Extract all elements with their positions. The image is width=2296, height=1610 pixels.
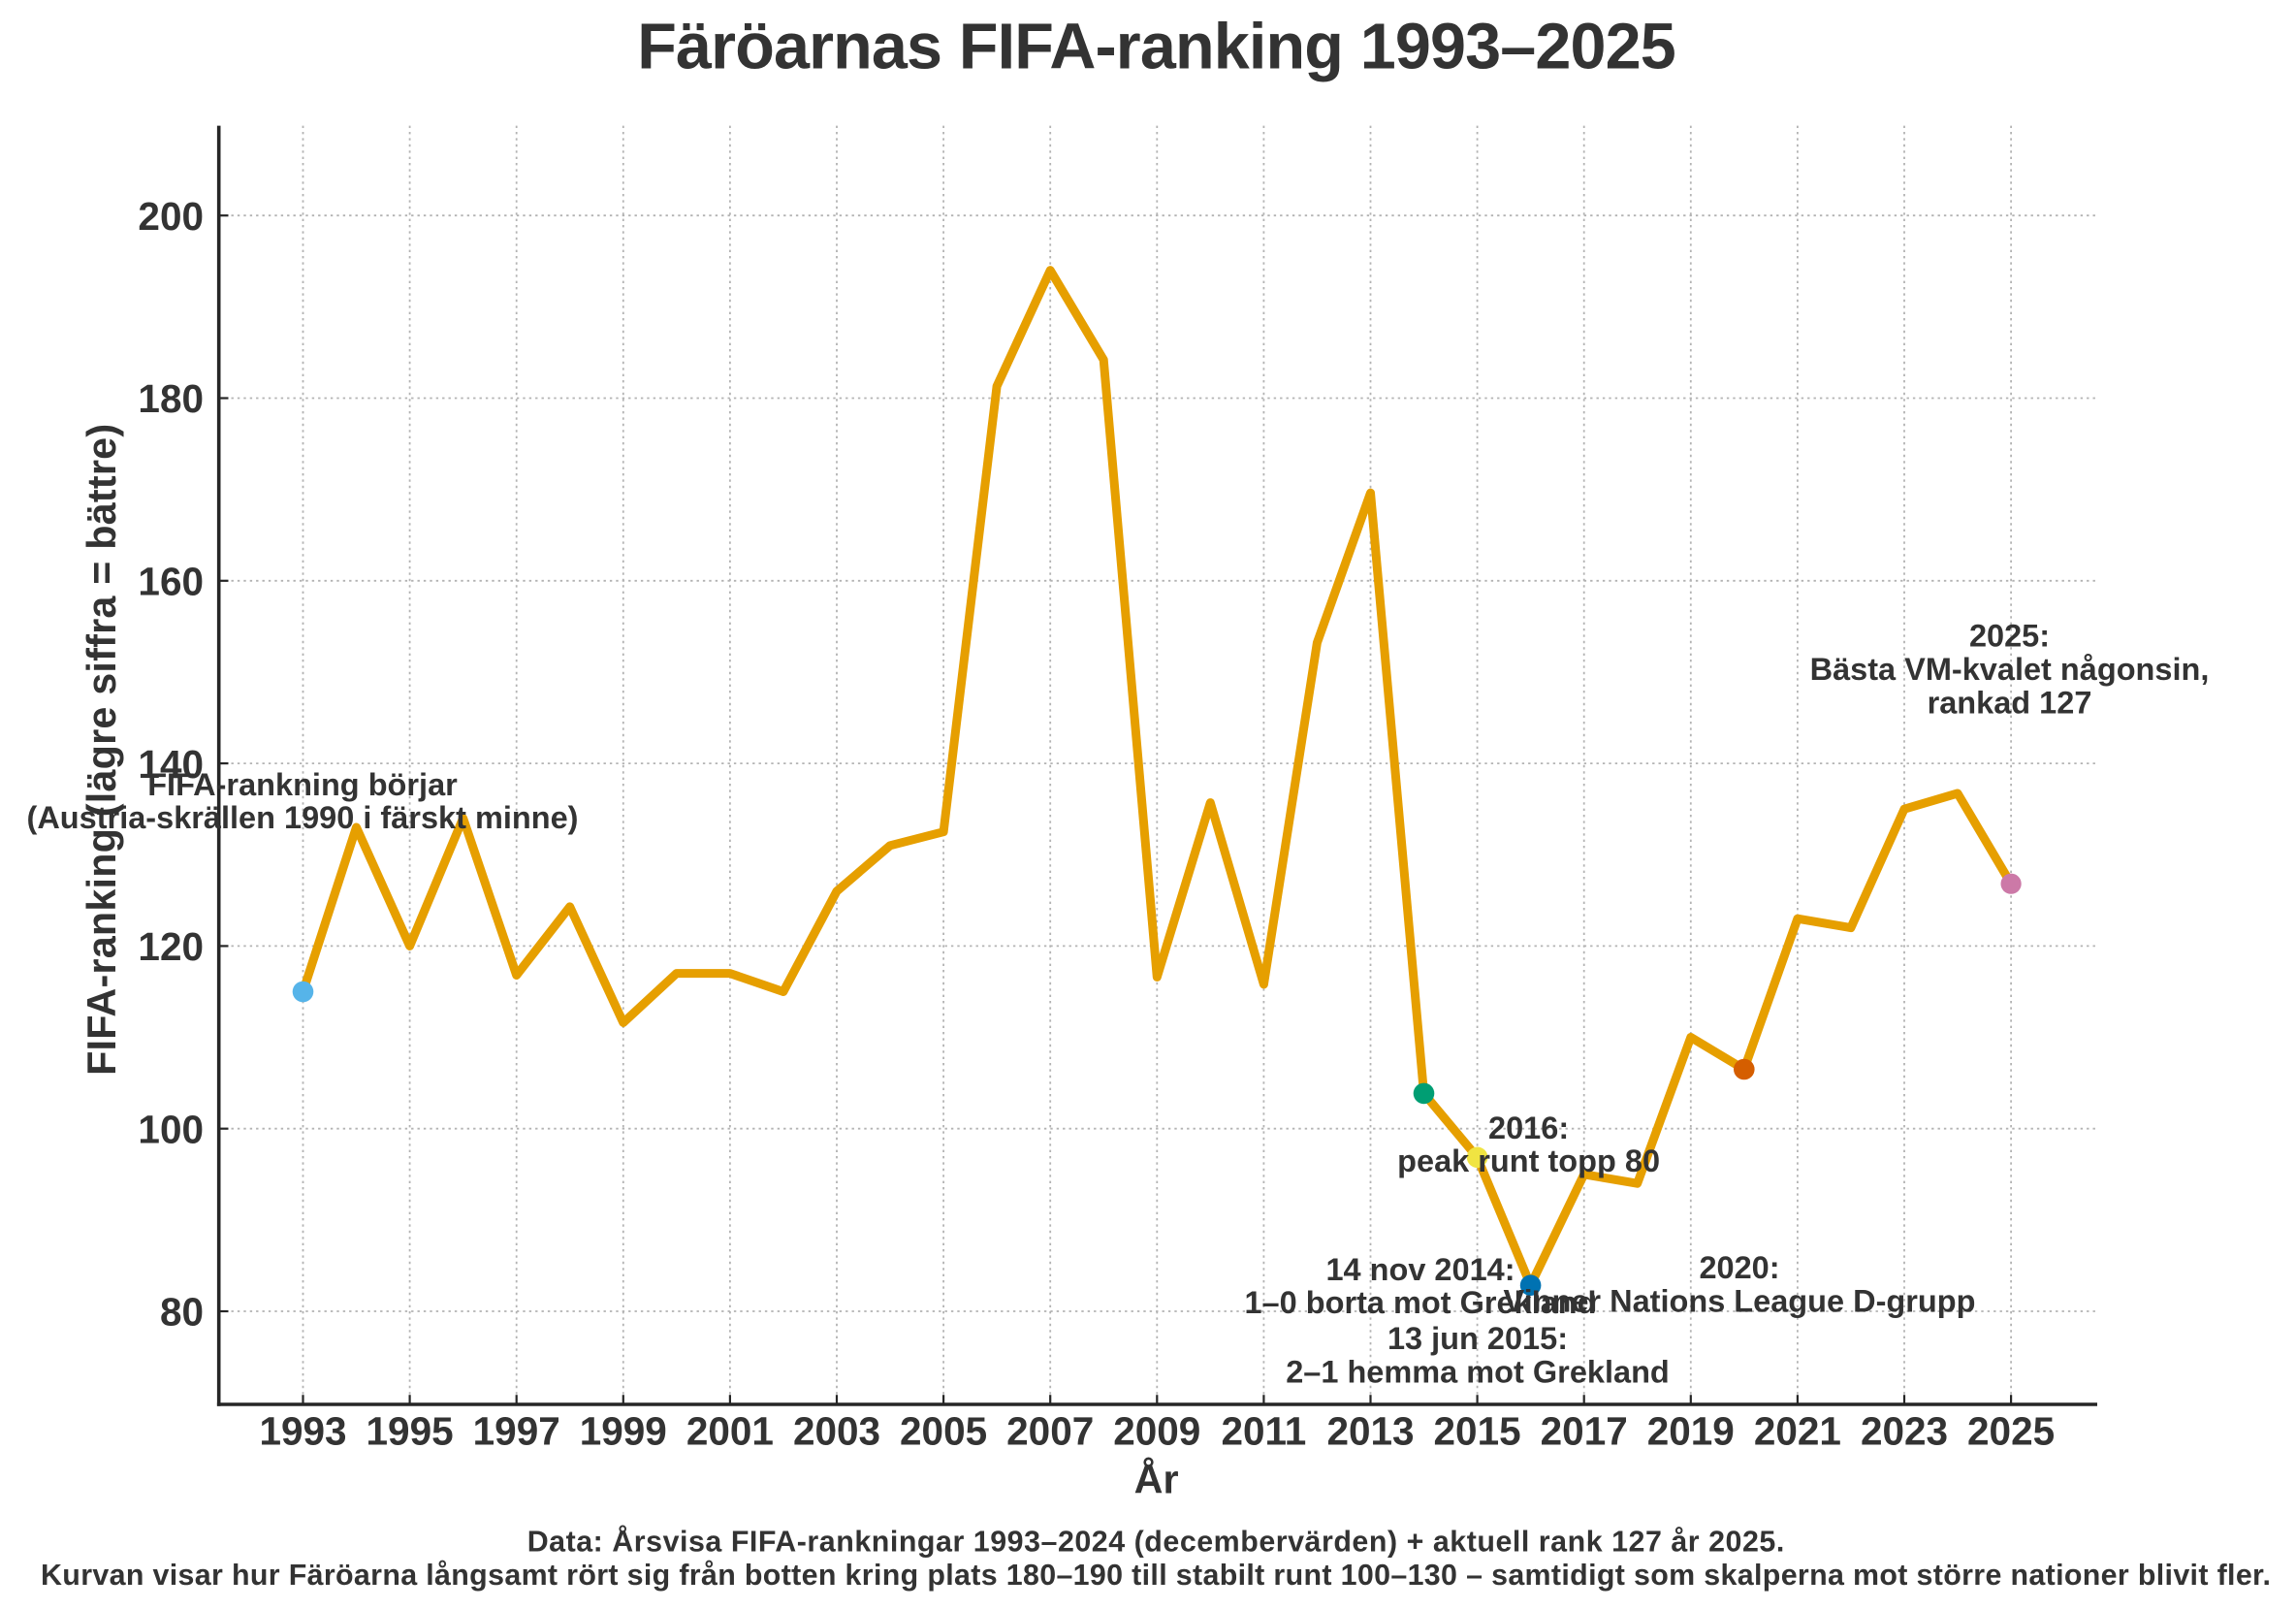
svg-text:Färöarnas FIFA-ranking 1993–20: Färöarnas FIFA-ranking 1993–2025 [637, 12, 1676, 83]
svg-text:peak runt topp 80: peak runt topp 80 [1397, 1143, 1660, 1178]
svg-text:2011: 2011 [1221, 1409, 1306, 1454]
svg-text:Kurvan visar hur Färöarna lång: Kurvan visar hur Färöarna långsamt rört … [41, 1559, 2271, 1592]
svg-text:2007: 2007 [1006, 1409, 1094, 1454]
svg-text:2016:: 2016: [1488, 1111, 1569, 1145]
svg-text:1999: 1999 [580, 1409, 667, 1454]
svg-text:13 jun 2015:: 13 jun 2015: [1387, 1321, 1568, 1356]
svg-text:År: År [1134, 1458, 1179, 1502]
svg-text:(Austria-skrällen 1990 i färsk: (Austria-skrällen 1990 i färskt minne) [27, 800, 579, 835]
svg-text:1993: 1993 [259, 1409, 346, 1454]
svg-text:1995: 1995 [367, 1409, 454, 1454]
svg-text:Vinner Nations League D-grupp: Vinner Nations League D-grupp [1504, 1284, 1976, 1319]
svg-text:2009: 2009 [1113, 1409, 1200, 1454]
svg-text:14 nov 2014:: 14 nov 2014: [1325, 1252, 1515, 1287]
svg-text:FIFA-rankning börjar: FIFA-rankning börjar [147, 767, 458, 802]
svg-text:2020:: 2020: [1699, 1250, 1779, 1285]
svg-text:2019: 2019 [1647, 1409, 1735, 1454]
svg-text:Data: Årsvisa FIFA-rankningar: Data: Årsvisa FIFA-rankningar 1993–2024 … [527, 1526, 1785, 1559]
svg-text:2017: 2017 [1541, 1409, 1628, 1454]
svg-text:200: 200 [138, 194, 204, 239]
svg-text:rankad 127: rankad 127 [1928, 685, 2092, 720]
svg-text:2013: 2013 [1326, 1409, 1414, 1454]
svg-text:2015: 2015 [1434, 1409, 1521, 1454]
svg-text:2001: 2001 [686, 1409, 774, 1454]
svg-text:140: 140 [138, 742, 204, 787]
svg-text:100: 100 [138, 1107, 204, 1151]
svg-text:2025:: 2025: [1969, 618, 2050, 653]
svg-text:1–0 borta mot Grekland: 1–0 borta mot Grekland [1244, 1285, 1596, 1320]
svg-text:2005: 2005 [900, 1409, 987, 1454]
svg-text:120: 120 [138, 924, 204, 969]
svg-text:160: 160 [138, 560, 204, 604]
svg-text:1997: 1997 [473, 1409, 560, 1454]
svg-text:2021: 2021 [1754, 1409, 1841, 1454]
svg-text:2023: 2023 [1861, 1409, 1948, 1454]
svg-text:Bästa VM-kvalet någonsin,: Bästa VM-kvalet någonsin, [1810, 652, 2210, 687]
svg-text:180: 180 [138, 376, 204, 421]
svg-text:2–1 hemma mot Grekland: 2–1 hemma mot Grekland [1286, 1355, 1670, 1390]
svg-text:2003: 2003 [793, 1409, 880, 1454]
svg-text:2025: 2025 [1967, 1409, 2055, 1454]
svg-text:80: 80 [160, 1290, 204, 1335]
svg-text:FIFA-ranking (lägre siffra = b: FIFA-ranking (lägre siffra = bättre) [80, 424, 124, 1076]
